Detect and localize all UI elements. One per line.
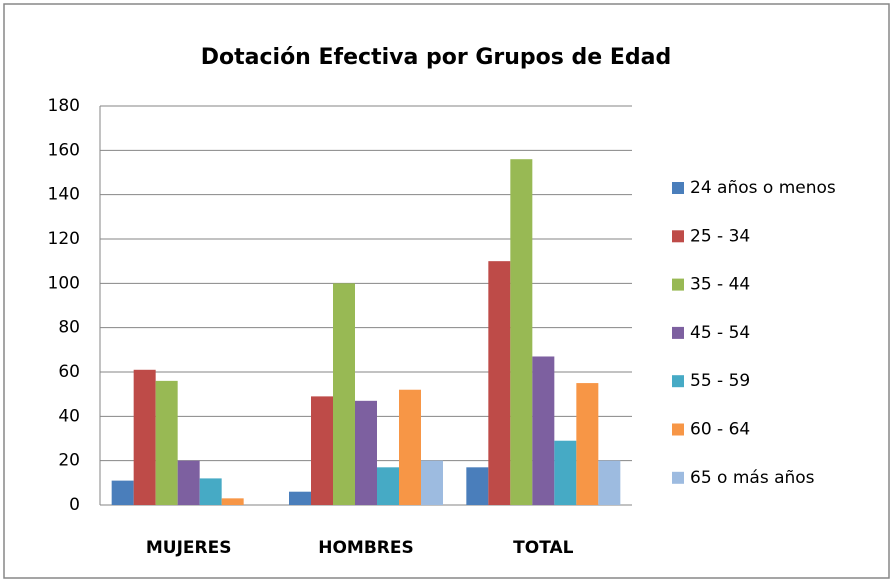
bar [510,159,533,505]
bar [466,467,489,505]
legend-swatch [672,326,684,339]
y-tick-label: 140 [48,185,80,205]
x-tick-label: MUJERES [146,538,232,558]
legend-swatch [672,182,684,194]
bar [488,261,511,505]
bar [421,460,443,505]
y-tick-label: 20 [58,451,80,471]
legend-label: 65 o más años [690,468,815,488]
legend-label: 24 años o menos [690,178,836,198]
y-tick-label: 180 [48,96,80,116]
bar [554,440,577,505]
y-tick-label: 100 [48,273,80,293]
legend-swatch [672,423,684,436]
legend-label: 45 - 54 [690,323,750,343]
legend-label: 35 - 44 [690,275,750,295]
x-tick-label: HOMBRES [318,538,414,558]
bar [177,460,200,505]
bar [598,460,621,505]
legend-label: 60 - 64 [690,420,750,440]
bar [355,400,377,505]
bar [221,498,244,505]
bar [532,356,555,505]
legend-label: 55 - 59 [690,371,750,391]
bar [111,480,134,505]
legend-swatch [672,375,684,388]
x-tick-label: TOTAL [513,538,573,558]
y-tick-label: 0 [69,495,80,515]
bar [576,383,599,505]
legend-label: 25 - 34 [690,226,750,246]
bar [333,283,355,505]
bar [133,369,156,505]
y-tick-label: 160 [48,140,80,160]
legend-swatch [672,230,684,243]
legend-swatch [672,471,684,484]
bar [199,478,222,505]
bar [399,389,421,505]
bar [155,380,178,505]
y-tick-label: 80 [58,318,80,338]
bar [311,396,333,505]
y-tick-label: 60 [58,362,80,382]
chart-title: Dotación Efectiva por Grupos de Edad [201,45,671,70]
bar [289,491,311,505]
y-tick-label: 40 [58,406,80,426]
bar [377,467,399,505]
legend-swatch [672,278,684,291]
y-tick-label: 120 [48,229,80,249]
